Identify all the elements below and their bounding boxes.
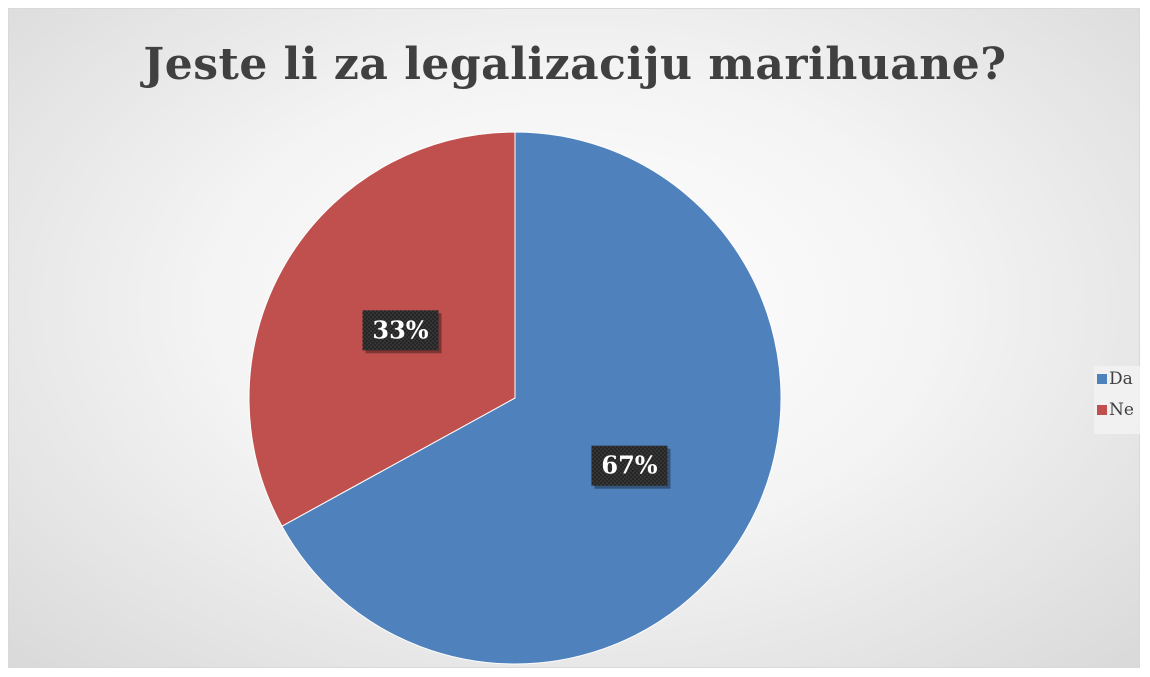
data-label-ne: 33% [362,310,442,354]
chart-title: Jeste li za legalizaciju marihuane? [143,39,1007,90]
legend-label-da: Da [1109,369,1133,389]
chart-legend: Da Ne [1094,366,1140,434]
legend-swatch-ne [1097,405,1107,415]
legend-swatch-da [1097,374,1107,384]
pie-slice-da [281,131,782,665]
legend-item-ne: Ne [1097,400,1134,420]
legend-item-da: Da [1097,369,1133,389]
data-label-text-da: 67% [601,451,657,480]
legend-label-ne: Ne [1109,400,1134,420]
data-label-text-ne: 33% [372,315,428,344]
data-label-da: 67% [591,445,671,489]
